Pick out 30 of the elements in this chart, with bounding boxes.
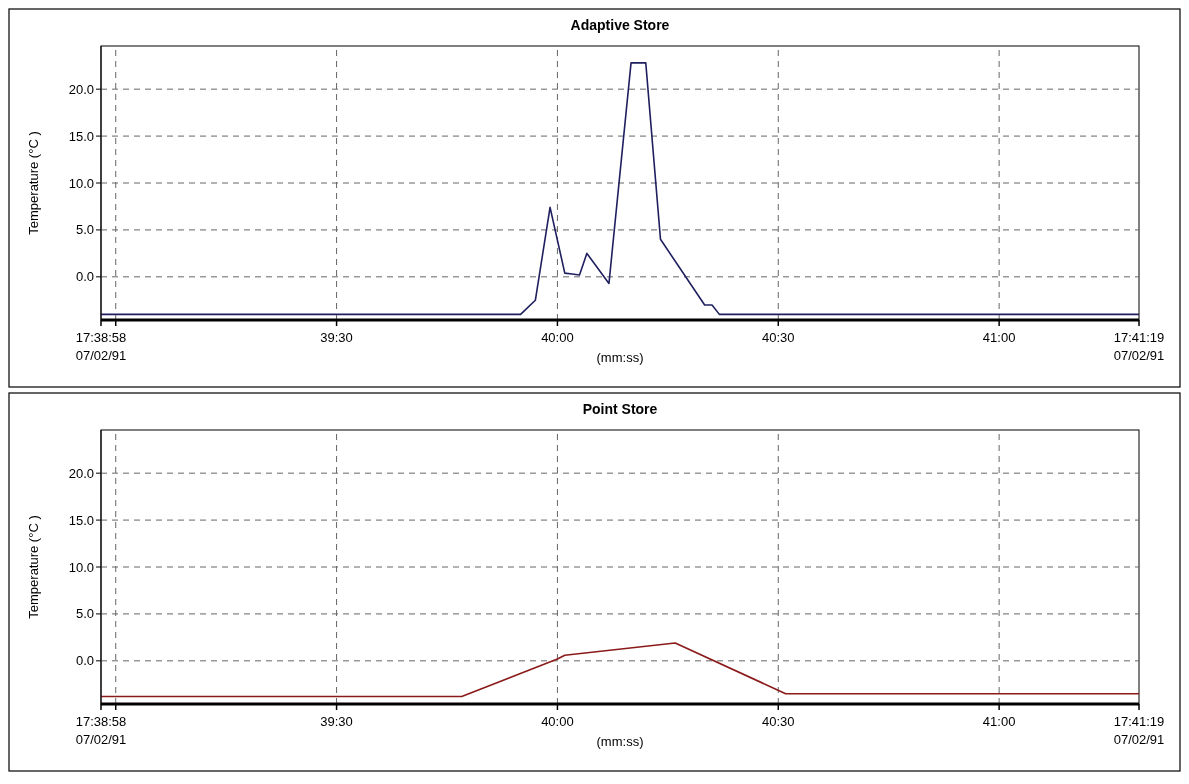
x-tick-label: 40:00 — [541, 330, 574, 345]
x-tick-label: 17:38:58 07/02/91 — [75, 714, 127, 747]
chart-title: Adaptive Store — [570, 17, 670, 33]
x-axis-title: (mm:ss) — [596, 350, 644, 365]
y-tick-label: 0.0 — [75, 653, 94, 669]
line-series — [100, 62, 1140, 316]
y-axis-title: Temperature (°C ) — [26, 515, 41, 619]
y-tick-label: 20.0 — [68, 81, 94, 97]
x-tick-label: 39:30 — [320, 714, 353, 729]
x-tick-label: 39:30 — [320, 330, 353, 345]
y-axis-title: Temperature (°C ) — [26, 131, 41, 235]
y-tick-label: 5.0 — [75, 606, 94, 622]
x-tick-label: 40:00 — [541, 714, 574, 729]
x-tick-label: 17:38:58 07/02/91 — [75, 330, 127, 363]
x-tick-label: 41:00 — [982, 330, 1016, 345]
y-tick-label: 20.0 — [68, 465, 94, 481]
y-tick-label: 5.0 — [75, 222, 94, 238]
x-tick-label: 17:41:19 07/02/91 — [1113, 714, 1165, 747]
y-tick-label: 10.0 — [68, 559, 94, 575]
x-tick-label: 40:30 — [762, 330, 795, 345]
line-series — [100, 642, 1140, 698]
y-tick-label: 15.0 — [68, 128, 94, 144]
y-tick-label: 0.0 — [75, 269, 94, 285]
x-axis-title: (mm:ss) — [596, 734, 644, 749]
y-tick-label: 15.0 — [68, 512, 94, 528]
y-tick-label: 10.0 — [68, 175, 94, 191]
x-tick-label: 41:00 — [982, 714, 1016, 729]
chart-title: Point Store — [582, 401, 658, 417]
x-tick-label: 17:41:19 07/02/91 — [1113, 330, 1165, 363]
x-tick-label: 40:30 — [762, 714, 795, 729]
